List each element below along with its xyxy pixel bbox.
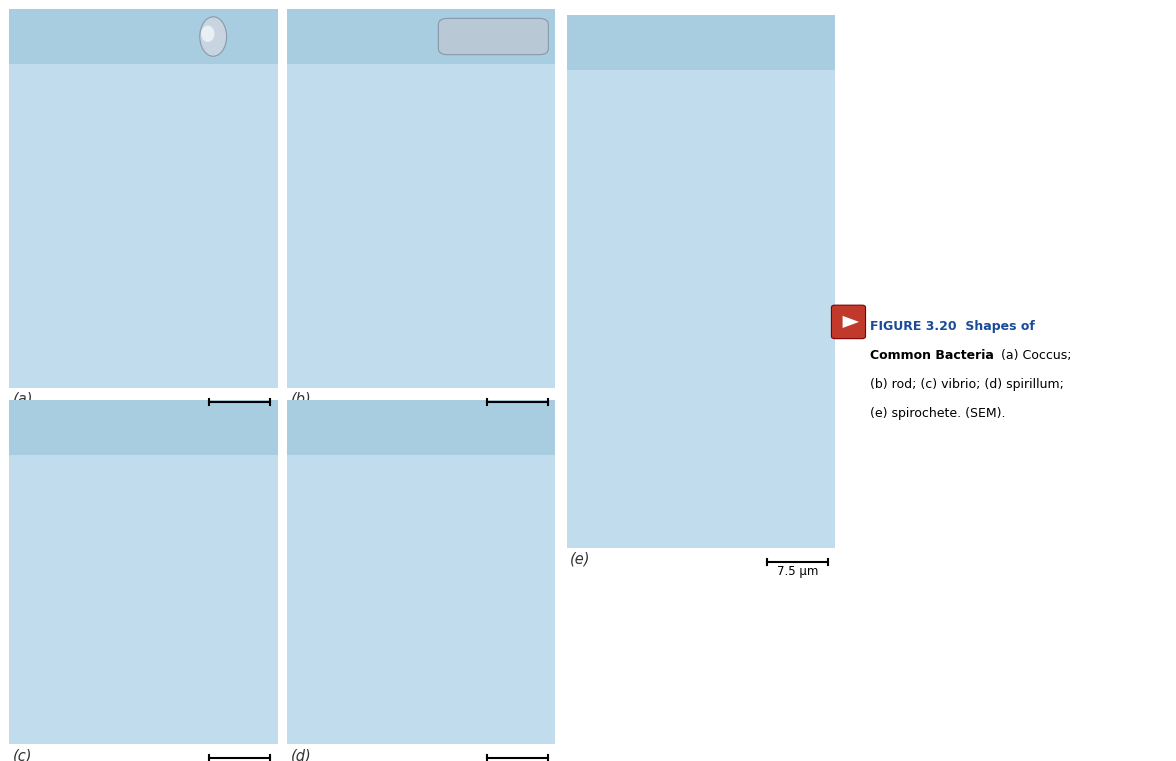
Text: FIGURE 3.20  Shapes of: FIGURE 3.20 Shapes of (870, 320, 1035, 333)
Text: 7.5 μm: 7.5 μm (776, 565, 818, 578)
Text: (e) spirochete. (SEM).: (e) spirochete. (SEM). (870, 407, 1005, 420)
Text: 1 μm: 1 μm (225, 406, 255, 419)
Text: Spirochete: Spirochete (576, 33, 677, 52)
Text: Coccus: Coccus (19, 27, 83, 46)
Text: (a): (a) (13, 392, 33, 407)
Text: (b): (b) (290, 392, 312, 407)
Text: Vibrio: Vibrio (19, 419, 74, 437)
Text: (e): (e) (570, 552, 590, 567)
Text: (d): (d) (290, 748, 312, 761)
Text: (c): (c) (13, 748, 33, 761)
Text: (a) Coccus;: (a) Coccus; (997, 349, 1071, 362)
Text: Spirillum: Spirillum (296, 419, 380, 437)
Text: Common Bacteria: Common Bacteria (870, 349, 994, 362)
Text: 12 μm: 12 μm (499, 406, 536, 419)
Text: (b) rod; (c) vibrio; (d) spirillum;: (b) rod; (c) vibrio; (d) spirillum; (870, 378, 1064, 391)
Text: Rod (bacillus): Rod (bacillus) (296, 27, 425, 46)
